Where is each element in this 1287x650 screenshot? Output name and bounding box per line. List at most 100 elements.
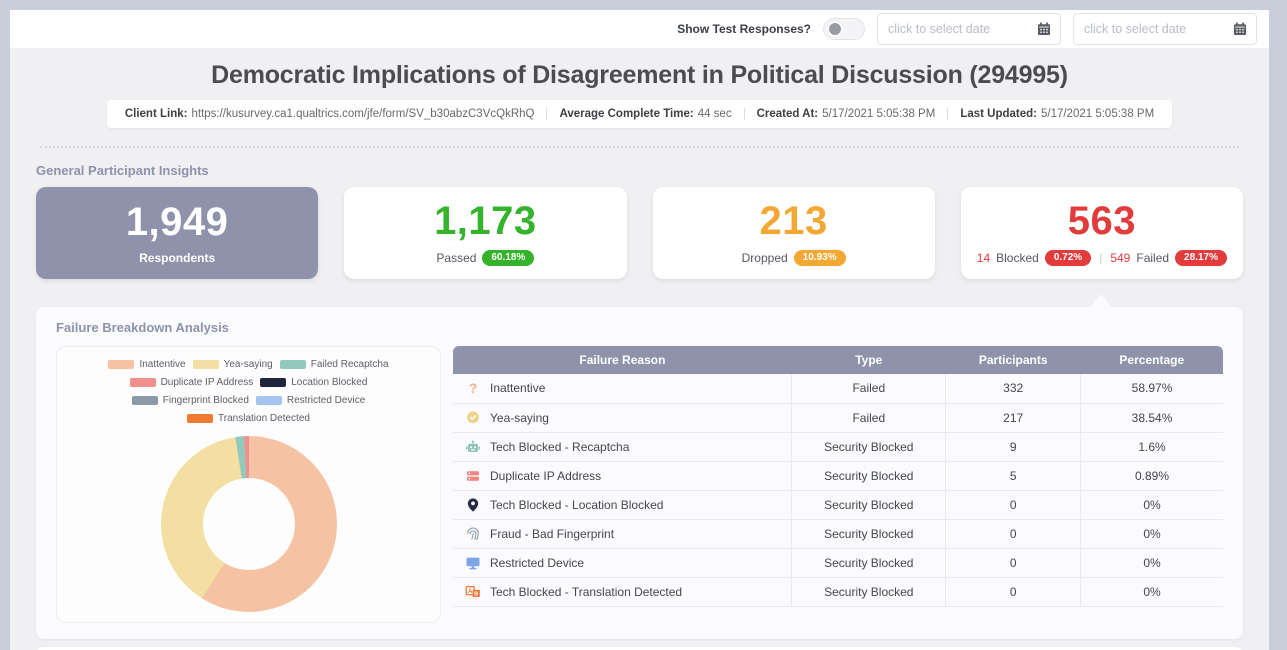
calendar-icon[interactable] bbox=[1036, 21, 1052, 37]
respondents-value: 1,949 bbox=[125, 199, 229, 244]
failed-percentage-badge: 28.17% bbox=[1175, 249, 1227, 266]
percentage-value: 0% bbox=[1080, 490, 1223, 520]
legend-label: Failed Recaptcha bbox=[310, 359, 389, 370]
failure-reason: Restricted Device bbox=[490, 555, 585, 570]
next-section-card-edge bbox=[36, 647, 1243, 650]
legend-item[interactable]: Translation Detected bbox=[187, 413, 310, 424]
robot-icon bbox=[465, 439, 481, 455]
dropped-card[interactable]: 213 Dropped 10.93% bbox=[652, 187, 935, 279]
percentage-value: 0% bbox=[1080, 548, 1223, 578]
table-row: Tech Blocked - Recaptcha Security Blocke… bbox=[453, 432, 1223, 462]
failure-type: Security Blocked bbox=[791, 461, 946, 491]
failed-count: 549 bbox=[1110, 250, 1131, 265]
legend-label: Translation Detected bbox=[218, 413, 310, 424]
last-updated-value: 5/17/2021 5:05:38 PM bbox=[1040, 108, 1155, 120]
participants-count: 0 bbox=[945, 548, 1081, 578]
blocked-label: Blocked bbox=[996, 250, 1039, 265]
legend-label: Fingerprint Blocked bbox=[162, 395, 249, 406]
client-link-url[interactable]: https://kusurvey.ca1.qualtrics.com/jfe/f… bbox=[191, 108, 535, 120]
legend-swatch bbox=[279, 360, 306, 369]
legend-swatch bbox=[187, 414, 214, 423]
chart-legend: Inattentive Yea-saying Failed Recaptcha Dup… bbox=[69, 359, 429, 424]
monitor-icon bbox=[465, 555, 481, 571]
last-updated-label: Last Updated: bbox=[960, 108, 1037, 120]
legend-swatch bbox=[131, 396, 158, 405]
respondents-card[interactable]: 1,949 Respondents bbox=[36, 187, 319, 279]
header-participants: Participants bbox=[945, 346, 1081, 374]
table-row: Yea-saying Failed 217 38.54% bbox=[453, 403, 1223, 433]
legend-swatch bbox=[192, 360, 219, 369]
insights-section-title: General Participant Insights bbox=[36, 163, 209, 178]
failure-section-title: Failure Breakdown Analysis bbox=[56, 320, 229, 335]
legend-label: Restricted Device bbox=[286, 395, 366, 406]
percentage-value: 0% bbox=[1080, 577, 1223, 607]
date-to-input[interactable] bbox=[1084, 22, 1232, 36]
percentage-value: 0% bbox=[1080, 519, 1223, 549]
header-failure-reason: Failure Reason bbox=[453, 346, 792, 374]
show-test-responses-label: Show Test Responses? bbox=[677, 22, 811, 36]
legend-item[interactable]: Yea-saying bbox=[192, 359, 273, 370]
failure-type: Security Blocked bbox=[791, 519, 946, 549]
participants-count: 332 bbox=[945, 374, 1081, 404]
legend-item[interactable]: Duplicate IP Address bbox=[129, 377, 254, 388]
legend-swatch bbox=[255, 396, 282, 405]
survey-info-bar-wrap: Client Link: https://kusurvey.ca1.qualtri… bbox=[36, 100, 1243, 128]
svg-text:B: B bbox=[474, 591, 478, 597]
blocked-failed-card[interactable]: 563 14 Blocked 0.72% | 549 Failed 28.17% bbox=[960, 187, 1243, 279]
passed-value: 1,173 bbox=[434, 198, 537, 243]
legend-item[interactable]: Failed Recaptcha bbox=[279, 359, 389, 370]
failure-type: Security Blocked bbox=[791, 432, 946, 462]
caret-row bbox=[36, 279, 1243, 307]
calendar-icon[interactable] bbox=[1232, 21, 1248, 37]
failure-table-header: Failure Reason Type Participants Percent… bbox=[453, 346, 1223, 374]
passed-label: Passed bbox=[436, 250, 477, 265]
percentage-value: 1.6% bbox=[1080, 432, 1223, 462]
table-row: Tech Blocked - Location Blocked Security… bbox=[453, 490, 1223, 520]
blocked-count: 14 bbox=[976, 250, 991, 265]
svg-text:A: A bbox=[468, 588, 473, 595]
legend-swatch bbox=[260, 378, 287, 387]
participants-count: 217 bbox=[945, 403, 1081, 433]
client-link-label: Client Link: bbox=[124, 108, 188, 120]
passed-card[interactable]: 1,173 Passed 60.18% bbox=[344, 187, 627, 279]
show-test-responses-toggle[interactable] bbox=[823, 18, 865, 40]
dropped-value: 213 bbox=[759, 198, 828, 243]
failure-reason: Duplicate IP Address bbox=[490, 468, 602, 483]
blocked-percentage-badge: 0.72% bbox=[1044, 249, 1092, 266]
dropped-label: Dropped bbox=[741, 250, 788, 265]
legend-swatch bbox=[108, 360, 135, 369]
table-row: Restricted Device Security Blocked 0 0% bbox=[453, 548, 1223, 578]
donut-chart[interactable] bbox=[160, 436, 337, 612]
participants-count: 0 bbox=[945, 519, 1081, 549]
failure-type: Failed bbox=[791, 374, 946, 404]
legend-item[interactable]: Location Blocked bbox=[260, 377, 367, 388]
percentage-value: 58.97% bbox=[1080, 374, 1223, 404]
date-from-field[interactable] bbox=[877, 13, 1061, 45]
failure-type: Security Blocked bbox=[791, 490, 946, 520]
legend-item[interactable]: Fingerprint Blocked bbox=[131, 395, 249, 406]
date-to-field[interactable] bbox=[1073, 13, 1257, 45]
date-from-input[interactable] bbox=[888, 22, 1036, 36]
failure-breakdown-panel: Failure Breakdown Analysis Inattentive Ye… bbox=[36, 307, 1243, 639]
speech-bubble-icon bbox=[465, 410, 481, 426]
question-icon bbox=[465, 380, 481, 396]
server-icon bbox=[465, 468, 481, 484]
legend-label: Duplicate IP Address bbox=[160, 377, 254, 388]
percentage-value: 38.54% bbox=[1080, 403, 1223, 433]
divider: | bbox=[1099, 250, 1103, 265]
legend-item[interactable]: Restricted Device bbox=[255, 395, 366, 406]
dotted-separator bbox=[40, 146, 1239, 148]
created-at-label: Created At: bbox=[756, 108, 819, 120]
failure-reason: Yea-saying bbox=[490, 410, 549, 425]
passed-percentage-badge: 60.18% bbox=[482, 249, 535, 266]
failure-reason: Inattentive bbox=[490, 381, 546, 396]
participants-count: 9 bbox=[945, 432, 1081, 462]
blocked-failed-value: 563 bbox=[1067, 198, 1136, 243]
toggle-knob-icon bbox=[827, 21, 843, 37]
failure-reason: Tech Blocked - Translation Detected bbox=[490, 584, 683, 599]
legend-label: Inattentive bbox=[139, 359, 186, 370]
client-link-item: Client Link: https://kusurvey.ca1.qualtri… bbox=[113, 108, 547, 120]
failure-type: Security Blocked bbox=[791, 548, 946, 578]
dropped-percentage-badge: 10.93% bbox=[793, 249, 846, 266]
legend-item[interactable]: Inattentive bbox=[108, 359, 186, 370]
